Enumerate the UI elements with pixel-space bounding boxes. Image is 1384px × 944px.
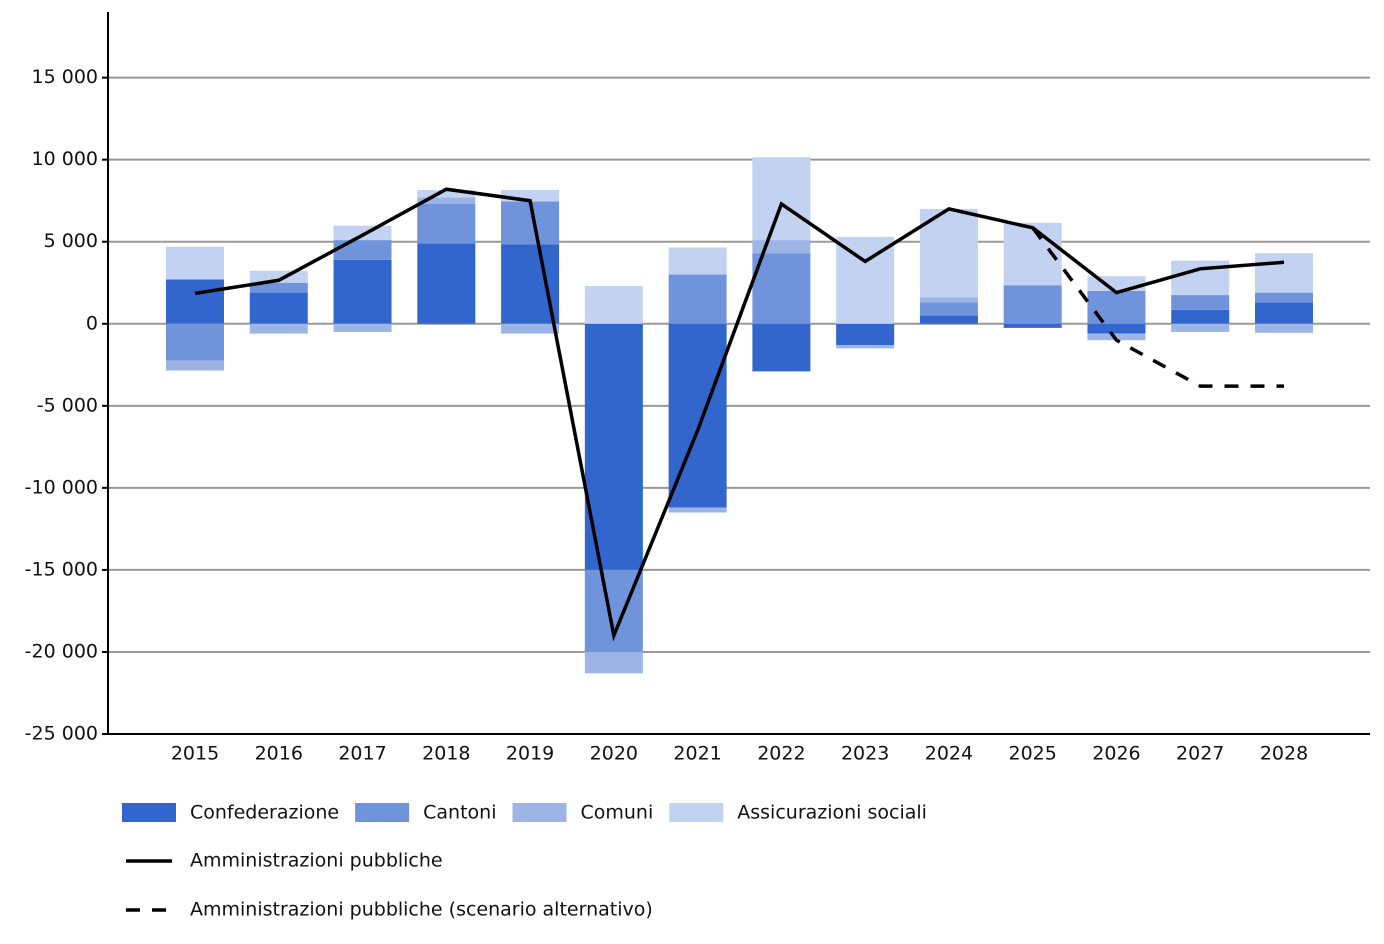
- bar: [1255, 253, 1313, 293]
- bar: [166, 360, 224, 371]
- bar: [249, 323, 308, 334]
- y-tick-label: -25 000: [25, 723, 98, 745]
- bar: [249, 282, 308, 293]
- legend-label: Cantoni: [423, 802, 496, 824]
- legend-label: Confederazione: [190, 802, 339, 824]
- bar: [166, 279, 224, 324]
- legend-swatch: [669, 803, 724, 822]
- bar: [249, 270, 308, 283]
- x-tick-label: 2015: [171, 743, 219, 765]
- bar: [417, 190, 476, 198]
- bar: [333, 259, 392, 324]
- bar: [1171, 295, 1230, 310]
- legend-label: Amministrazioni pubbliche (scenario alte…: [190, 899, 653, 921]
- x-tick-label: 2020: [590, 743, 638, 765]
- legend-label: Comuni: [580, 802, 653, 824]
- x-tick-label: 2018: [422, 743, 470, 765]
- x-tick-label: 2028: [1260, 743, 1308, 765]
- bar: [668, 507, 727, 513]
- line: [1031, 226, 1284, 388]
- y-tick-label: 0: [86, 312, 98, 334]
- bar: [166, 323, 224, 361]
- bar: [836, 345, 895, 349]
- x-tick-label: 2019: [506, 743, 554, 765]
- legend-label: Assicurazioni sociali: [737, 802, 927, 824]
- bar: [1171, 309, 1230, 324]
- bar: [333, 240, 392, 260]
- bar: [333, 225, 392, 241]
- bar: [166, 246, 224, 280]
- bar: [417, 197, 476, 204]
- x-tick-label: 2021: [673, 743, 721, 765]
- bar: [417, 243, 476, 324]
- line: [194, 187, 1285, 642]
- bar: [919, 315, 978, 324]
- bar: [752, 240, 811, 254]
- legend-swatch: [122, 803, 176, 822]
- bar: [919, 302, 978, 316]
- bar: [333, 323, 392, 332]
- bar: [919, 208, 978, 298]
- bar: [417, 203, 476, 244]
- y-tick-label: 15 000: [32, 66, 98, 88]
- bar: [584, 286, 643, 324]
- bar: [919, 297, 978, 303]
- bar: [1171, 323, 1230, 332]
- bar: [584, 651, 643, 674]
- x-tick-label: 2025: [1009, 743, 1057, 765]
- bar: [1003, 285, 1062, 324]
- legend-swatch: [355, 803, 410, 822]
- bar: [836, 323, 895, 346]
- bar: [1087, 290, 1146, 324]
- bar: [1087, 333, 1146, 341]
- bar: [752, 253, 811, 324]
- y-tick-label: -15 000: [25, 558, 98, 580]
- x-tick-label: 2022: [757, 743, 805, 765]
- x-tick-label: 2016: [255, 743, 303, 765]
- bar: [752, 323, 811, 372]
- bar: [1255, 323, 1313, 333]
- bar: [501, 190, 560, 202]
- bar: [668, 274, 727, 324]
- bar: [752, 157, 811, 241]
- bar: [1087, 323, 1146, 334]
- y-tick-label: -20 000: [25, 640, 98, 662]
- y-tick-label: -5 000: [37, 394, 98, 416]
- bar: [501, 323, 560, 334]
- x-tick-label: 2023: [841, 743, 889, 765]
- legend-swatch: [512, 803, 567, 822]
- x-tick-label: 2027: [1176, 743, 1224, 765]
- bar: [668, 247, 727, 275]
- x-tick-label: 2026: [1092, 743, 1140, 765]
- bar: [501, 244, 560, 324]
- x-tick-label: 2017: [338, 743, 386, 765]
- y-tick-label: 5 000: [44, 230, 98, 252]
- bar: [1003, 323, 1062, 328]
- x-tick-label: 2024: [925, 743, 973, 765]
- y-tick-label: 10 000: [32, 148, 98, 170]
- legend-label: Amministrazioni pubbliche: [190, 850, 443, 872]
- y-tick-label: -10 000: [25, 476, 98, 498]
- bar: [249, 292, 308, 324]
- bar: [1255, 292, 1313, 303]
- bar: [1255, 302, 1313, 324]
